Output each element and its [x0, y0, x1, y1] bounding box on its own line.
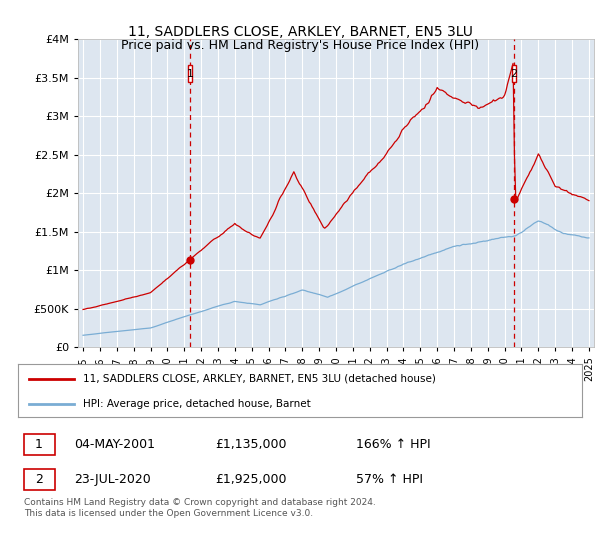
Text: 23-JUL-2020: 23-JUL-2020 — [74, 473, 151, 486]
Text: Price paid vs. HM Land Registry's House Price Index (HPI): Price paid vs. HM Land Registry's House … — [121, 39, 479, 52]
Text: 2: 2 — [35, 473, 43, 486]
Text: 11, SADDLERS CLOSE, ARKLEY, BARNET, EN5 3LU (detached house): 11, SADDLERS CLOSE, ARKLEY, BARNET, EN5 … — [83, 374, 436, 384]
Text: £1,925,000: £1,925,000 — [215, 473, 287, 486]
Text: HPI: Average price, detached house, Barnet: HPI: Average price, detached house, Barn… — [83, 399, 311, 409]
Bar — [188, 66, 193, 82]
Text: 04-MAY-2001: 04-MAY-2001 — [74, 438, 155, 451]
Text: 2: 2 — [511, 69, 517, 79]
Text: 11, SADDLERS CLOSE, ARKLEY, BARNET, EN5 3LU: 11, SADDLERS CLOSE, ARKLEY, BARNET, EN5 … — [128, 25, 472, 39]
Bar — [23, 469, 55, 491]
Bar — [512, 66, 516, 82]
Text: 1: 1 — [187, 69, 194, 79]
Text: £1,135,000: £1,135,000 — [215, 438, 287, 451]
Text: 57% ↑ HPI: 57% ↑ HPI — [356, 473, 424, 486]
Text: 166% ↑ HPI: 166% ↑ HPI — [356, 438, 431, 451]
Bar — [23, 433, 55, 455]
Text: Contains HM Land Registry data © Crown copyright and database right 2024.
This d: Contains HM Land Registry data © Crown c… — [23, 498, 376, 518]
Text: 1: 1 — [35, 438, 43, 451]
